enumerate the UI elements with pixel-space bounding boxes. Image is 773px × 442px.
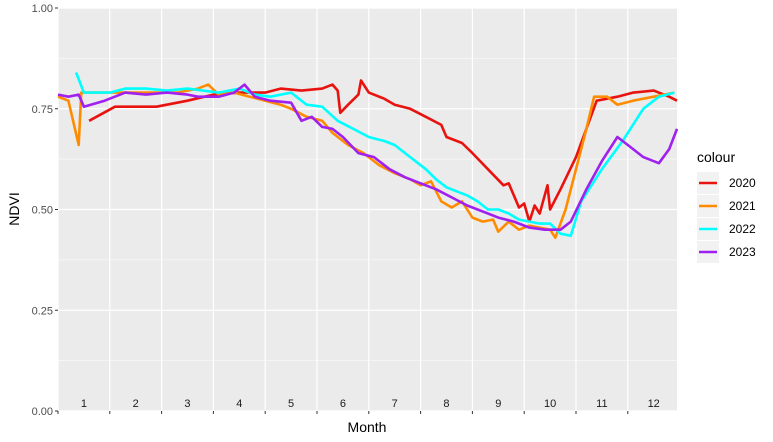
x-tick-label: 1 <box>81 398 87 410</box>
y-axis-title: NDVI <box>6 192 22 225</box>
y-tick-label: 0.50 <box>32 205 53 217</box>
y-tick-label: 0.75 <box>32 104 53 116</box>
x-tick-label: 3 <box>184 398 190 410</box>
x-tick-label: 12 <box>648 398 660 410</box>
x-tick-label: 7 <box>392 398 398 410</box>
x-axis: 1 2 3 4 5 6 7 8 9 10 11 12 <box>57 398 660 414</box>
y-tick-label: 0.25 <box>32 305 53 317</box>
legend-title: colour <box>697 149 735 165</box>
series-line-2022 <box>74 72 675 237</box>
series-layer <box>57 72 679 239</box>
x-axis-title: Month <box>348 419 387 435</box>
x-tick-label: 11 <box>596 398 607 410</box>
x-tick-label: 9 <box>495 398 501 410</box>
y-axis: 0.00 0.25 0.50 0.75 1.00 <box>32 3 58 418</box>
x-tick-label: 8 <box>443 398 449 410</box>
series-line-2020 <box>88 79 678 223</box>
y-tick-label: 0.00 <box>32 406 53 418</box>
y-tick-label: 1.00 <box>32 3 53 15</box>
legend: colour 2020 2021 2022 2023 <box>697 149 756 263</box>
legend-label-2023: 2023 <box>729 245 756 259</box>
x-tick-label: 4 <box>236 398 242 410</box>
series-line-2023 <box>57 83 679 231</box>
x-tick-label: 10 <box>544 398 556 410</box>
x-tick-label: 2 <box>133 398 139 410</box>
x-tick-label: 6 <box>340 398 346 410</box>
x-tick-label: 5 <box>288 398 294 410</box>
legend-label-2022: 2022 <box>729 222 756 236</box>
legend-label-2020: 2020 <box>729 176 756 190</box>
legend-label-2021: 2021 <box>729 199 756 213</box>
